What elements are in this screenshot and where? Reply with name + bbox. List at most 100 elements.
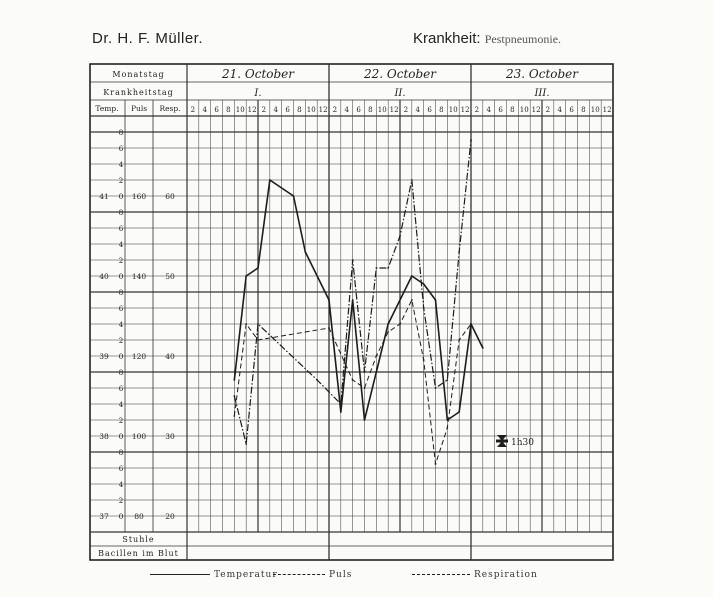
temp-minor-tick: 2 <box>119 177 123 185</box>
series-point <box>304 251 307 253</box>
series-point <box>446 427 449 429</box>
series-point <box>257 323 259 325</box>
temp-tick-sub: 0 <box>119 432 124 441</box>
hour-label: 4 <box>416 106 421 114</box>
series-point <box>387 323 390 325</box>
series-point <box>375 355 378 357</box>
date-label: 23. October <box>505 67 579 81</box>
series-point <box>458 339 461 341</box>
temp-tick-sub: 0 <box>119 512 124 521</box>
series-point <box>316 379 319 381</box>
hour-label: 4 <box>487 106 492 114</box>
series-point <box>257 339 259 341</box>
hour-label: 2 <box>262 106 266 114</box>
legend-respiration: Respiration <box>412 570 538 580</box>
legend-pulse: Puls <box>273 570 352 580</box>
puls-tick-label: 80 <box>134 512 144 521</box>
legend-pulse-label: Puls <box>329 570 353 580</box>
legend-respiration-swatch <box>412 574 470 575</box>
date-label: 22. October <box>363 67 437 81</box>
date-label: 21. October <box>221 67 295 81</box>
author-name: Dr. H. F. Müller. <box>92 30 204 47</box>
series-point <box>233 395 236 397</box>
row-label-bacillen: Bacillen im Blut <box>98 549 179 558</box>
series-point <box>387 331 390 333</box>
series-point <box>268 179 271 181</box>
series-point <box>328 327 330 329</box>
temp-minor-tick: 8 <box>119 289 123 297</box>
temp-minor-tick: 8 <box>119 209 123 217</box>
hour-label: 6 <box>214 106 219 114</box>
puls-tick-label: 160 <box>132 192 147 201</box>
series-point <box>328 299 330 301</box>
hour-label: 6 <box>427 106 432 114</box>
series-point <box>363 371 366 373</box>
temp-minor-tick: 2 <box>119 417 123 425</box>
series-point <box>245 275 248 277</box>
temp-tick-label: 40 <box>99 272 109 281</box>
series-point <box>422 283 425 285</box>
series-point <box>470 139 472 141</box>
hour-label: 12 <box>603 106 612 114</box>
hour-label: 12 <box>461 106 470 114</box>
legend-respiration-label: Respiration <box>474 570 538 580</box>
diagnosis-label: Krankheit: <box>413 30 481 47</box>
series-point <box>339 411 342 413</box>
hour-label: 8 <box>510 106 514 114</box>
hour-label: 2 <box>404 106 408 114</box>
temp-tick-sub: 0 <box>119 192 124 201</box>
series-point <box>481 347 484 349</box>
chart-frame <box>89 63 614 561</box>
temp-minor-tick: 2 <box>119 497 123 505</box>
series-point <box>458 251 461 253</box>
hour-label: 12 <box>532 106 541 114</box>
hour-label: 4 <box>274 106 279 114</box>
legend-pulse-swatch <box>273 574 325 575</box>
puls-tick-label: 100 <box>132 432 147 441</box>
series-point <box>434 387 437 389</box>
temp-minor-tick: 8 <box>119 369 123 377</box>
resp-tick-label: 40 <box>165 352 175 361</box>
col-label-resp: Resp. <box>159 104 180 113</box>
diagnosis-value: Pestpneumonie. <box>484 32 562 46</box>
series-point <box>470 323 472 325</box>
puls-tick-label: 140 <box>132 272 147 281</box>
temp-tick-label: 41 <box>99 192 109 201</box>
temp-minor-tick: 8 <box>119 449 123 457</box>
temp-minor-tick: 2 <box>119 257 123 265</box>
series-point <box>257 267 259 269</box>
hour-label: 2 <box>546 106 550 114</box>
series-point <box>410 299 413 301</box>
hour-label: 10 <box>378 106 387 114</box>
series-point <box>363 419 366 421</box>
series-point <box>434 299 437 301</box>
series-point <box>363 387 366 389</box>
series-point <box>351 299 354 301</box>
series-point <box>446 379 449 381</box>
death-cross-icon <box>496 435 508 447</box>
series-point <box>422 307 425 309</box>
hour-label: 8 <box>439 106 443 114</box>
day-number-label: III. <box>533 88 549 99</box>
temp-minor-tick: 8 <box>119 129 123 137</box>
hour-label: 12 <box>248 106 257 114</box>
hour-label: 8 <box>226 106 230 114</box>
hour-label: 8 <box>297 106 301 114</box>
temp-tick-label: 39 <box>99 352 109 361</box>
series-point <box>446 419 449 421</box>
temp-minor-tick: 2 <box>119 337 123 345</box>
hour-label: 12 <box>390 106 399 114</box>
row-label-date: Monatstag <box>112 70 164 79</box>
series-point <box>245 443 248 445</box>
series-point <box>410 179 413 181</box>
temp-minor-tick: 4 <box>119 321 124 329</box>
hour-label: 2 <box>475 106 479 114</box>
row-label-stuhle: Stuhle <box>122 535 154 544</box>
series-point <box>399 235 401 237</box>
hour-label: 4 <box>203 106 208 114</box>
temp-tick-label: 37 <box>99 512 109 521</box>
series-point <box>351 379 354 381</box>
legend-temperature-swatch <box>150 574 210 575</box>
series-point <box>339 403 342 405</box>
temp-minor-tick: 4 <box>119 401 124 409</box>
